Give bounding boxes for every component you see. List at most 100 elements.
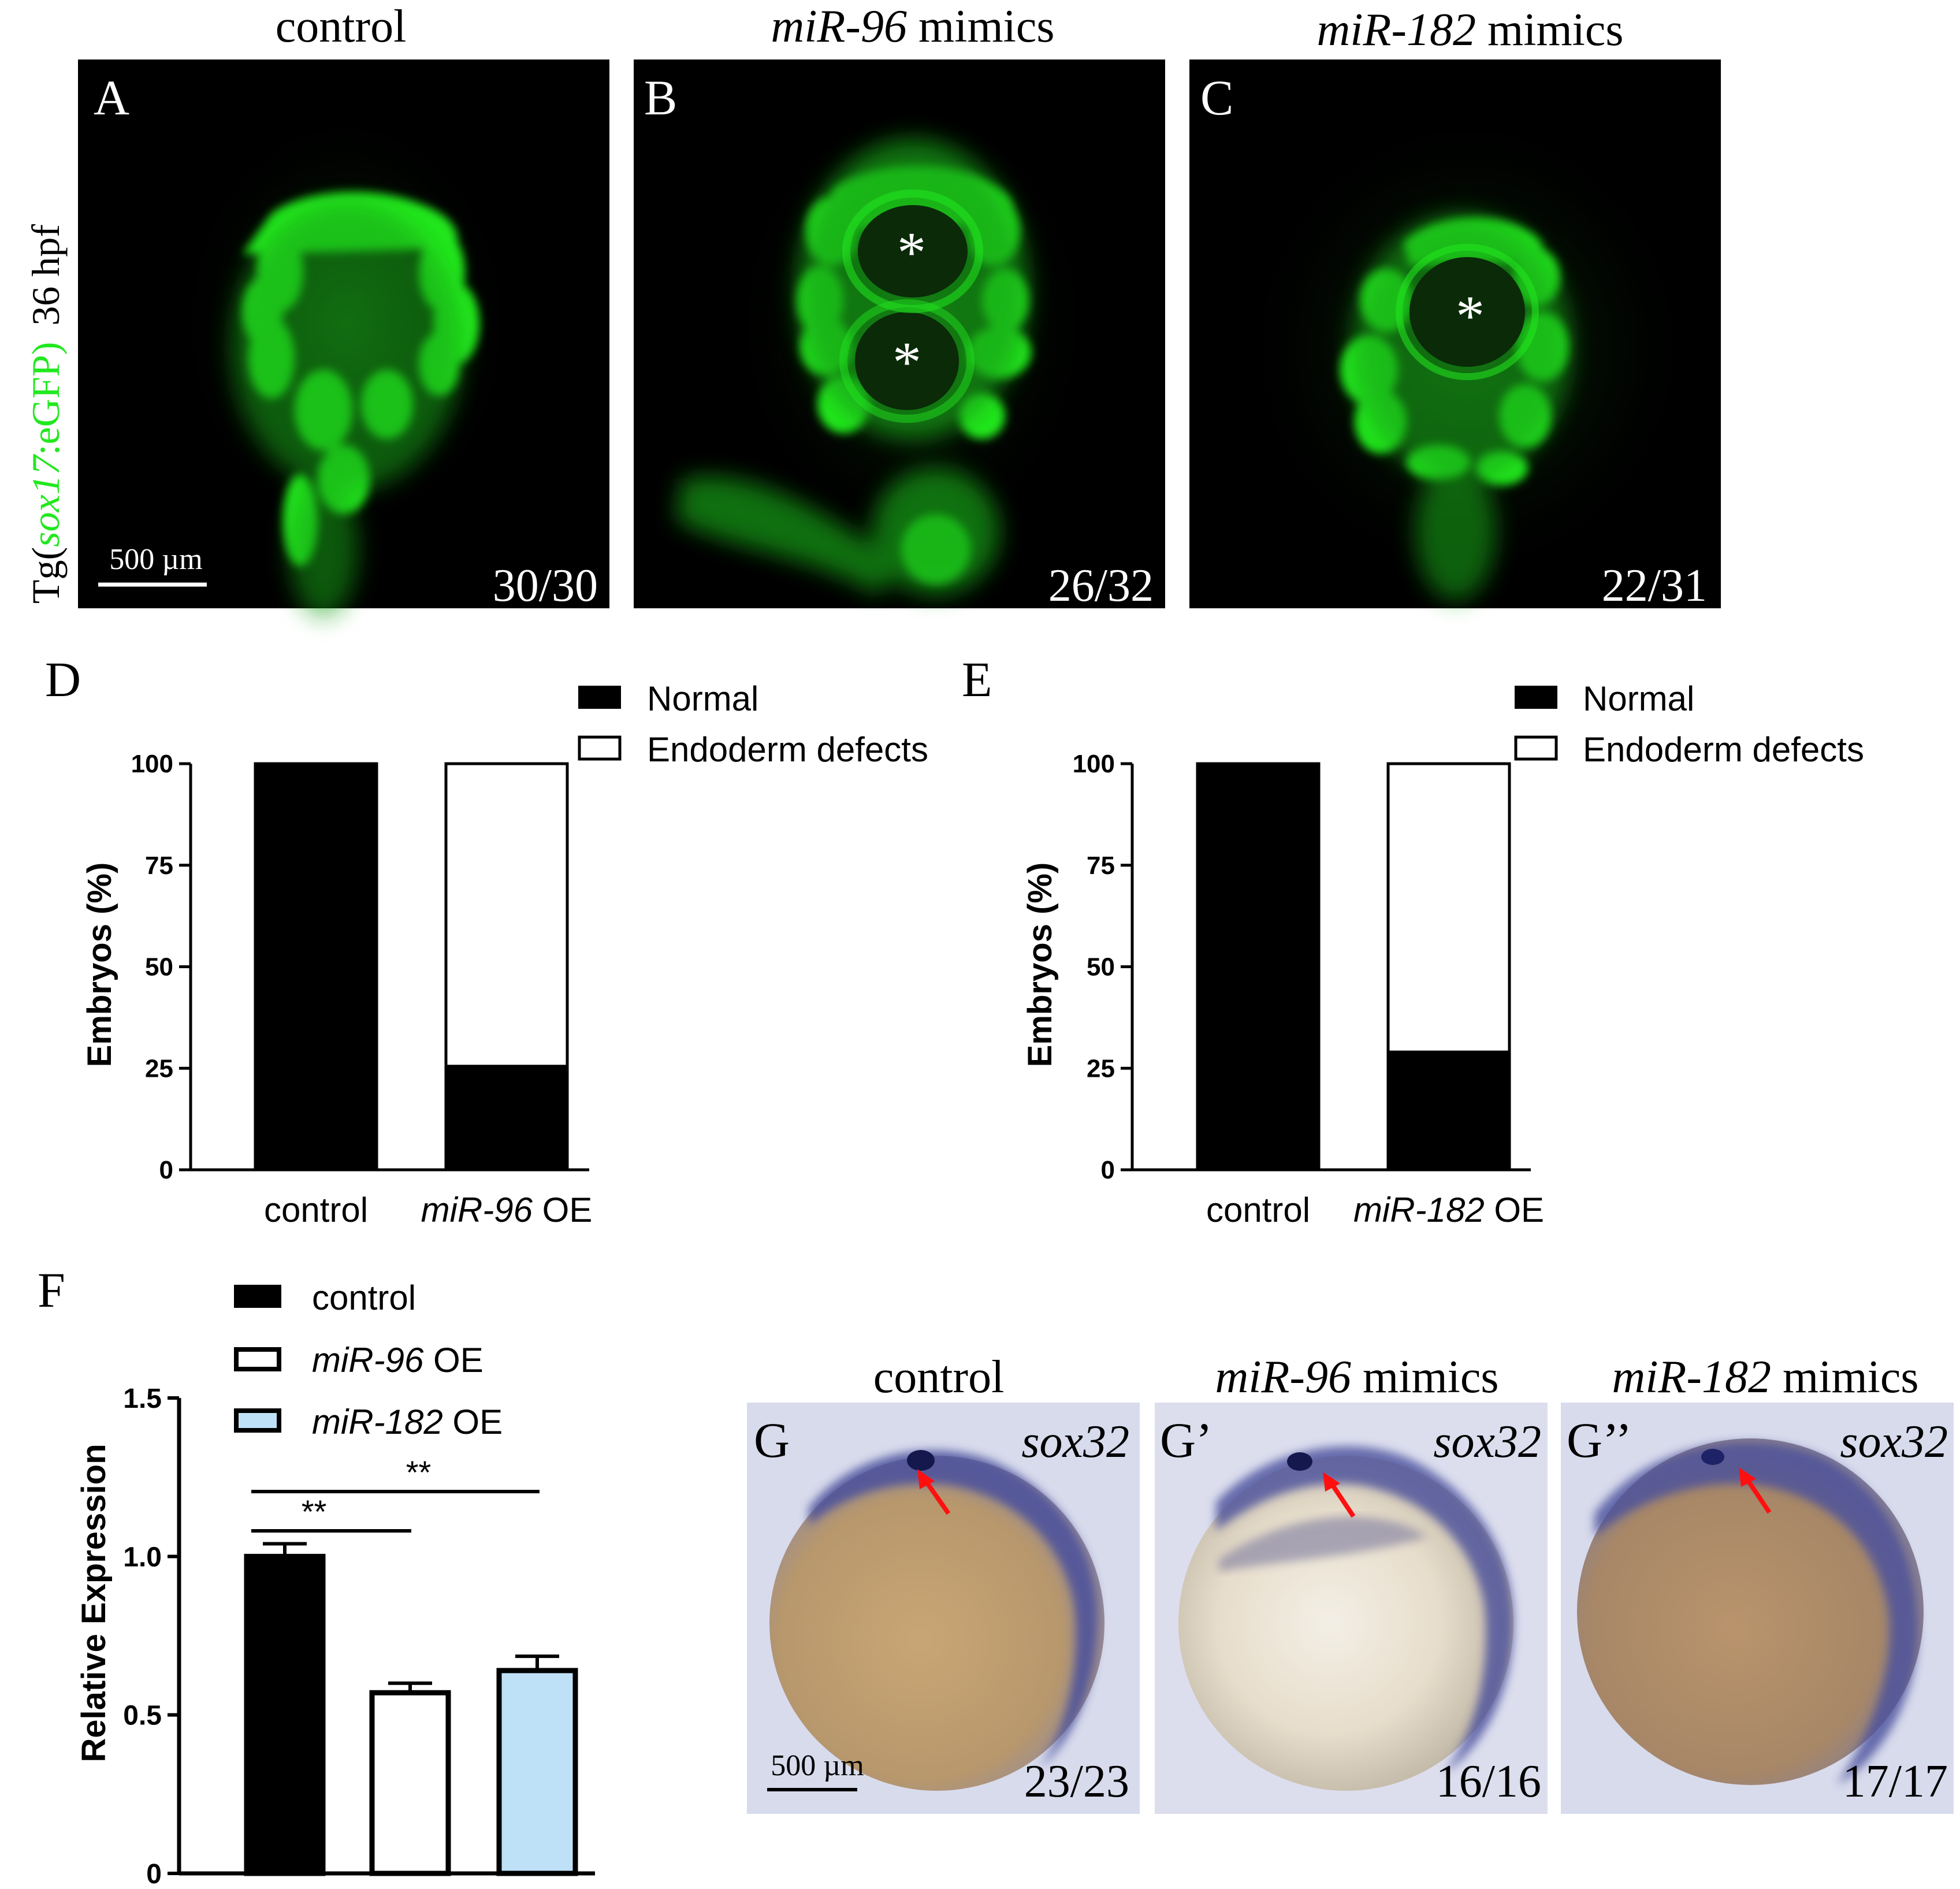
chart-e-xtick-1: miR-182 OE	[1353, 1191, 1544, 1229]
chart-d-legend: Normal Endoderm defects	[578, 679, 928, 769]
panel-b-asterisk-upper: *	[897, 220, 926, 284]
chart-e-xtick-1-text: OE	[1485, 1191, 1544, 1229]
chart-f-ytick-3: 1.5	[123, 1384, 162, 1414]
panel-c-title-italic: miR-182	[1316, 5, 1476, 55]
panel-g-gene: sox32	[1021, 1416, 1129, 1467]
chart-f: F 0 0.5 1.0 1.5 ** ** Relative Expression con…	[38, 1262, 595, 1889]
chart-f-bar-2	[496, 1668, 578, 1876]
chart-e-xtick-0: control	[1206, 1191, 1310, 1229]
chart-e-ytick-1: 25	[1087, 1054, 1115, 1083]
chart-e-ytick-3: 75	[1087, 851, 1115, 880]
panel-c-count: 22/31	[1602, 560, 1707, 611]
panel-g-double-prime-title-text: mimics	[1771, 1352, 1919, 1403]
panel-g-double-prime-count: 17/17	[1843, 1756, 1948, 1807]
panel-g-letter: G	[754, 1412, 790, 1468]
row-label-gene: sox17	[24, 453, 68, 547]
chart-e-xtick-1-italic: miR-182	[1353, 1191, 1485, 1229]
chart-e-bar-1-1	[1386, 762, 1511, 1054]
panel-g-prime-title: miR-96 mimics	[1215, 1352, 1498, 1403]
chart-e-xtick-0-text: control	[1206, 1191, 1310, 1229]
chart-e-bar-0-0	[1196, 762, 1321, 1172]
chart-f-sig-label-0: **	[302, 1493, 327, 1530]
chart-e-ytick-0: 0	[1101, 1156, 1115, 1184]
chart-f-legend-swatch-mir182	[234, 1408, 281, 1433]
chart-d-xtick-1-text: OE	[533, 1191, 592, 1229]
panel-c-asterisk: *	[1456, 284, 1485, 348]
chart-e-panel-letter: E	[962, 652, 992, 707]
chart-d-ytick-0: 0	[159, 1156, 173, 1184]
panel-c-fluorescence	[1236, 104, 1698, 601]
panel-c-title: miR-182 mimics	[1316, 5, 1623, 55]
panel-g-double-prime: miR-182 mimics G’’ sox32 17/17	[1561, 1352, 1954, 1814]
chart-e-ytick-2: 50	[1087, 953, 1115, 981]
chart-d-ytick-4: 100	[131, 750, 173, 778]
panel-g-prime-gene: sox32	[1433, 1416, 1541, 1467]
panel-g-prime-letter: G’	[1160, 1412, 1213, 1468]
chart-d-legend-swatch-defects	[578, 735, 622, 761]
chart-e-ylabel: Embryos (%)	[1021, 862, 1059, 1068]
chart-f-legend-swatch-mir96	[234, 1347, 281, 1371]
panel-g-double-prime-letter: G’’	[1567, 1412, 1632, 1468]
chart-d-legend-swatch-normal	[578, 686, 621, 709]
panel-c-letter: C	[1200, 70, 1233, 125]
panel-g-double-prime-arrowhead	[1739, 1467, 1756, 1487]
panel-b-title: miR-96 mimics	[771, 1, 1054, 52]
chart-f-bar-1	[369, 1690, 451, 1876]
panel-a: control A 30/30 500 µ	[78, 1, 609, 618]
panel-b-fluorescence	[676, 92, 1098, 595]
chart-f-panel-letter: F	[38, 1262, 65, 1318]
chart-f-ytick-2: 1.0	[123, 1542, 162, 1572]
panel-c: miR-182 mimics * C 22/31	[1189, 5, 1721, 611]
chart-f-ytick-0: 0	[146, 1859, 162, 1889]
chart-e: E 0 25 50 75 100 control miR-182 OE Embryos (%…	[962, 652, 1864, 1229]
chart-f-legend-mir96-italic: miR-96	[312, 1341, 424, 1379]
panel-g-prime-title-italic: miR-96	[1215, 1352, 1351, 1403]
row-label: Tg(sox17:eGFP) 36 hpf	[24, 224, 68, 604]
chart-d-plot: 0 25 50 75 100 control miR-96 OE	[131, 750, 593, 1229]
panel-b-count: 26/32	[1048, 560, 1154, 611]
chart-f-bar-0	[244, 1553, 326, 1876]
chart-f-legend-mir96: miR-96 OE	[312, 1341, 484, 1379]
panel-g-prime-title-text: mimics	[1351, 1352, 1499, 1403]
chart-f-legend-control-text: control	[312, 1278, 416, 1317]
chart-f-legend-mir182-text: OE	[443, 1403, 503, 1441]
panel-g-title-text: control	[873, 1352, 1005, 1403]
panel-g-prime-arrowhead	[1323, 1472, 1340, 1492]
panel-g-double-prime-title-italic: miR-182	[1612, 1352, 1771, 1403]
chart-f-legend-swatch-control	[234, 1285, 281, 1308]
chart-d-legend-normal: Normal	[647, 679, 758, 718]
chart-f-sig-label-1: **	[406, 1454, 432, 1490]
panel-g-arrowhead	[917, 1469, 935, 1489]
chart-d-legend-defects: Endoderm defects	[647, 730, 928, 769]
chart-d-ytick-1: 25	[145, 1054, 173, 1083]
panel-b-title-text: mimics	[907, 1, 1055, 52]
panel-g-scale-label: 500 µm	[771, 1749, 864, 1782]
chart-e-plot: 0 25 50 75 100 control miR-182 OE	[1073, 750, 1544, 1229]
panel-a-fluorescence	[173, 104, 520, 618]
chart-d-ylabel: Embryos (%)	[81, 862, 118, 1068]
chart-f-ylabel: Relative Expression	[75, 1444, 113, 1762]
chart-d-ytick-3: 75	[145, 851, 173, 880]
chart-e-legend-normal: Normal	[1583, 679, 1694, 718]
chart-f-legend-mir182-italic: miR-182	[312, 1403, 443, 1441]
chart-d-xtick-0-text: control	[264, 1191, 368, 1229]
panel-a-title: control	[276, 1, 407, 52]
panel-g-count: 23/23	[1024, 1756, 1129, 1807]
panel-g-prime-embryo	[1178, 1446, 1513, 1791]
row-label-stage: 36 hpf	[24, 224, 68, 326]
chart-e-bar-1-0	[1386, 1050, 1511, 1172]
panel-g-prime: miR-96 mimics G’ sox32 16/16	[1155, 1352, 1548, 1814]
panel-b: miR-96 mimics	[634, 1, 1165, 611]
row-label-suffix: :eGFP)	[24, 342, 68, 455]
chart-f-legend-mir182: miR-182 OE	[312, 1403, 503, 1441]
panel-c-title-text: mimics	[1476, 5, 1624, 55]
panel-b-asterisk-lower: *	[892, 330, 921, 394]
chart-f-ytick-1: 0.5	[123, 1701, 162, 1731]
panel-g-double-prime-arrow-shaft	[1743, 1475, 1772, 1514]
panel-g-arrow-shaft	[922, 1477, 951, 1515]
panel-a-count: 30/30	[493, 560, 598, 611]
chart-d-panel-letter: D	[45, 652, 81, 707]
chart-f-legend-control: control	[312, 1278, 416, 1317]
chart-d-bar-0-0	[254, 762, 378, 1172]
